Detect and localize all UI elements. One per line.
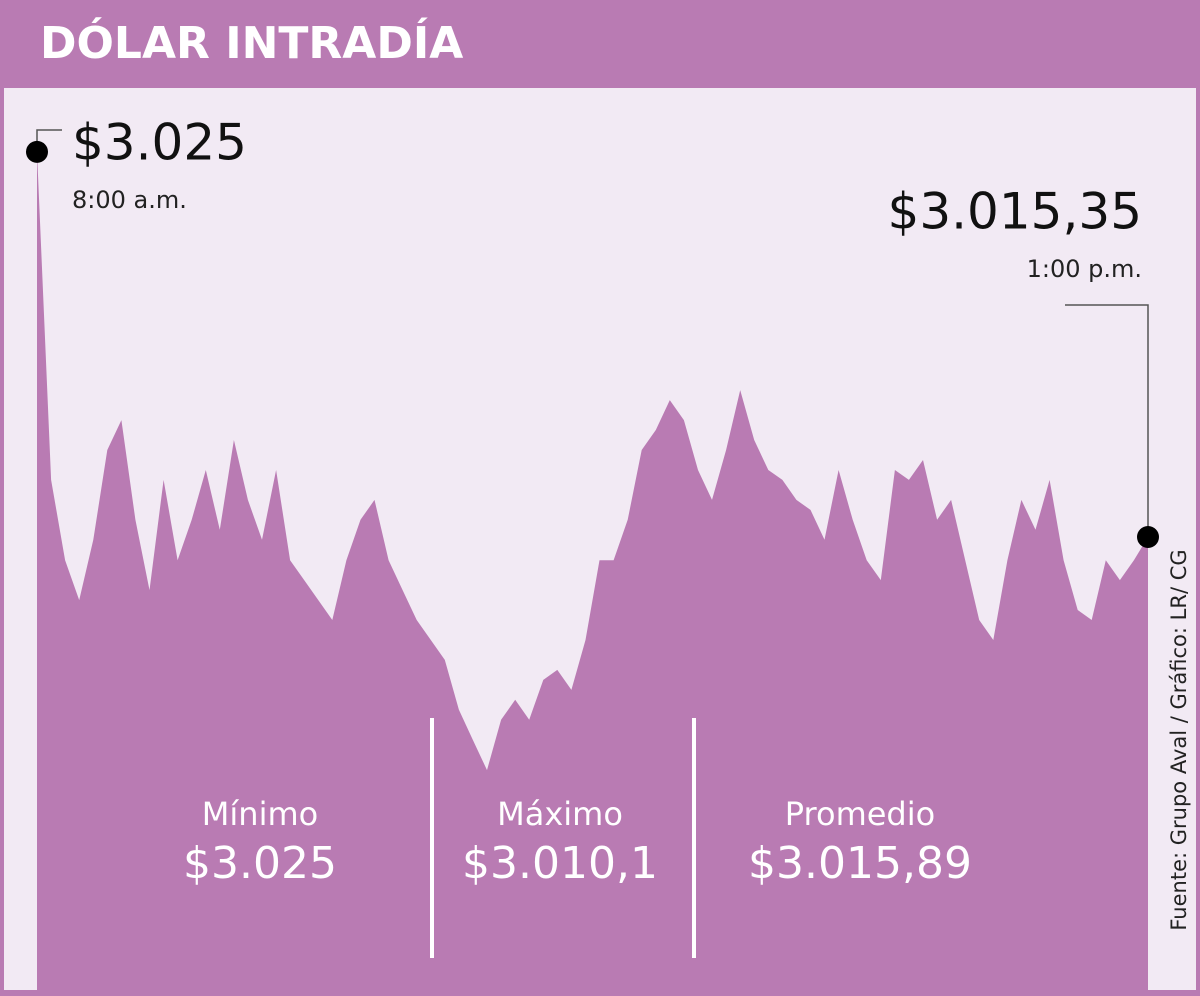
time-label: 1:00 p.m.: [1027, 255, 1142, 283]
stat-value: $3.015,89: [748, 838, 972, 889]
stat-label: Mínimo: [202, 795, 318, 833]
stat-value: $3.010,1: [462, 838, 658, 889]
stat-label: Promedio: [785, 795, 935, 833]
value-label: $3.025: [72, 114, 247, 172]
area: [37, 151, 1148, 990]
point-marker: [26, 140, 48, 163]
stat-label: Máximo: [497, 795, 623, 833]
point-marker: [1137, 526, 1159, 549]
value-label: $3.015,35: [888, 183, 1142, 241]
chart-title: DÓLAR INTRADÍA: [40, 16, 463, 69]
time-label: 8:00 a.m.: [72, 186, 187, 214]
leader-line: [1065, 304, 1149, 538]
stat-value: $3.025: [183, 838, 337, 889]
source: Fuente: Grupo Aval / Gráfico: LR/ CG: [1167, 549, 1191, 930]
